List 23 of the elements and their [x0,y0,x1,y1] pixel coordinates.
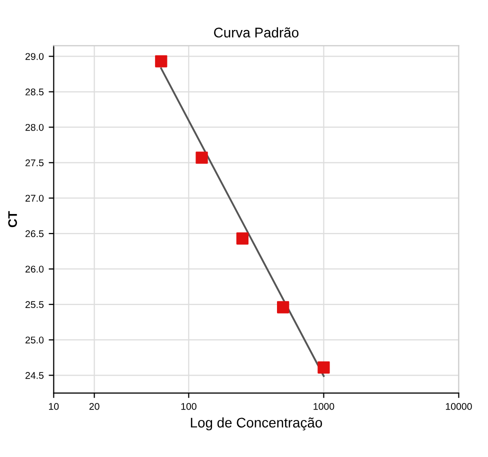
point [236,232,248,245]
y-tick-label: 25.0 [26,336,44,344]
x-tick-label: 10000 [446,403,472,410]
x-axis-title: Log de Concentração [190,417,322,430]
point [318,361,330,374]
y-tick-label: 27.5 [26,159,44,166]
y-tick-label: 29.0 [26,53,44,60]
y-tick-label: 26.5 [26,230,44,238]
x-tick-label: 1000 [314,403,334,410]
y-tick-label: 25.5 [26,301,44,308]
point [196,152,208,164]
y-tick-label: 28.0 [26,124,44,131]
y-tick-label: 28.5 [26,88,44,96]
point [276,301,290,314]
x-tick-label: 20 [89,403,100,410]
y-tick-label: 26.0 [26,266,44,273]
chart-title: Curva Padrão [214,27,298,38]
point [155,55,168,68]
y-axis-title: CT [8,211,18,228]
y-tick-label: 24.5 [26,372,44,379]
x-tick-label: 10 [49,403,59,410]
x-tick-label: 100 [181,403,196,410]
y-tick-label: 27.0 [26,194,44,202]
